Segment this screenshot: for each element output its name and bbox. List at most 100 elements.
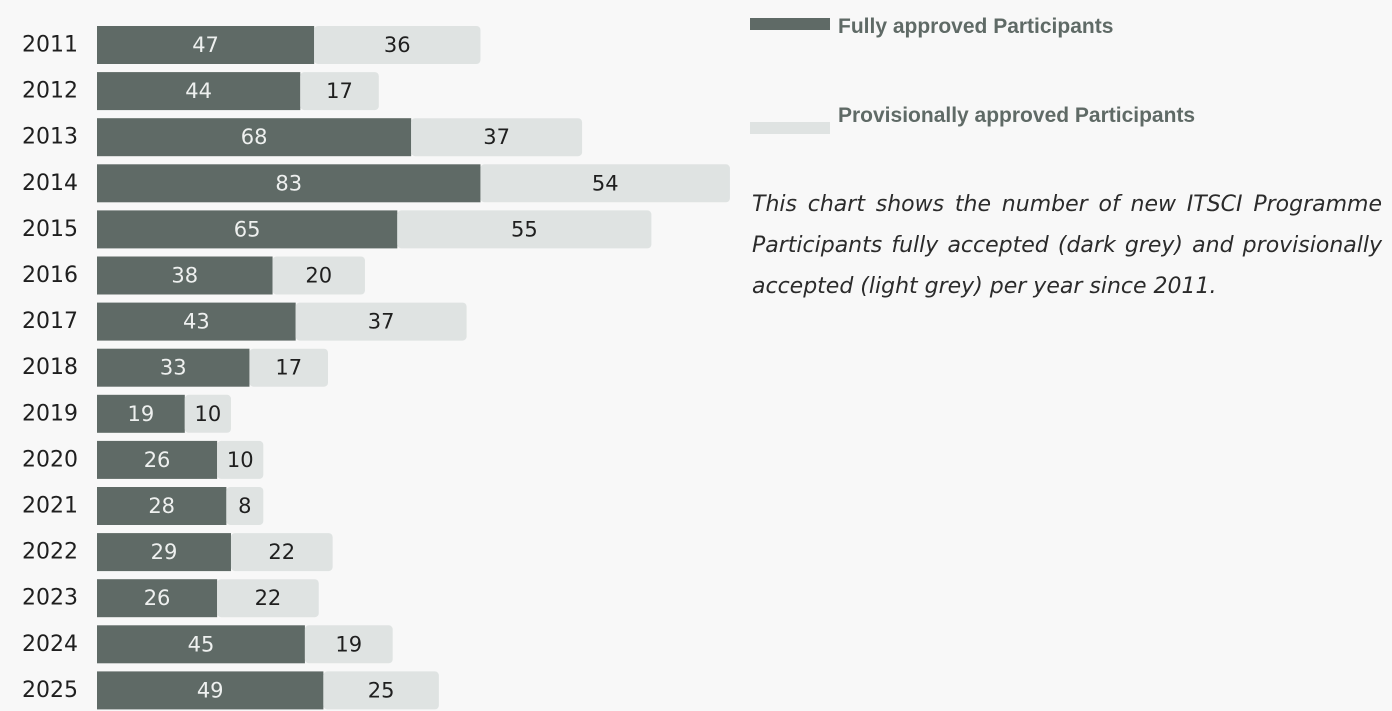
bar-row-2013: 2013 68 37	[22, 118, 583, 157]
legend-label-provisional: Provisionally approved Participants	[838, 104, 1196, 127]
bar-fully-2015	[97, 210, 398, 249]
year-label: 2025	[22, 678, 78, 703]
bar-row-2020: 2020 26 10	[22, 440, 264, 479]
bar-fully-2018	[97, 348, 250, 387]
bar-fully-2023	[97, 579, 218, 618]
bar-row-2011: 2011 47 36	[22, 26, 481, 64]
legend-swatch-provisional	[750, 122, 830, 134]
value-label-provisional: 37	[368, 310, 395, 334]
year-label: 2019	[22, 401, 78, 426]
bar-row-2015: 2015 65 55	[22, 210, 652, 249]
value-label-provisional: 19	[335, 632, 362, 656]
year-label: 2011	[22, 33, 78, 58]
bar-fully-2019	[97, 394, 185, 433]
bar-provisional-2020	[217, 440, 264, 479]
bar-fully-2021	[97, 487, 227, 525]
legend-swatch-fully	[750, 18, 830, 30]
bar-row-2018: 2018 33 17	[22, 348, 328, 387]
bar-provisional-2015	[397, 210, 652, 249]
value-label-provisional: 17	[275, 356, 302, 380]
year-label: 2018	[22, 355, 78, 380]
value-label-provisional: 55	[511, 217, 538, 241]
bar-row-2021: 2021 28 8	[22, 487, 264, 525]
bar-fully-2016	[97, 256, 273, 295]
bar-provisional-2025	[323, 671, 439, 710]
bar-provisional-2018	[249, 348, 328, 387]
bar-fully-2014	[97, 164, 481, 203]
value-label-fully: 44	[185, 79, 212, 103]
bar-provisional-2017	[295, 302, 467, 341]
value-label-fully: 28	[148, 494, 175, 518]
year-label: 2020	[22, 447, 78, 472]
chart-rows: 2011 47 36 2012 44 17 2013 68 37 2014 83 54 2015 65 55…	[22, 26, 730, 710]
bar-fully-2024	[97, 625, 305, 664]
value-label-provisional: 36	[384, 33, 411, 57]
legend-item-fully: Fully approved Participants	[750, 12, 1370, 56]
legend: Fully approved Participants Provisionall…	[750, 12, 1370, 134]
year-label: 2012	[22, 79, 78, 104]
bar-fully-2022	[97, 533, 231, 572]
value-label-provisional: 8	[238, 494, 251, 518]
bar-row-2017: 2017 43 37	[22, 302, 467, 341]
value-label-fully: 83	[275, 171, 302, 195]
bar-fully-2017	[97, 302, 296, 341]
value-label-provisional: 17	[326, 79, 353, 103]
bar-provisional-2014	[480, 164, 730, 203]
value-label-provisional: 25	[368, 678, 395, 702]
bar-provisional-2011	[314, 26, 481, 64]
bar-row-2023: 2023 26 22	[22, 579, 319, 618]
value-label-fully: 68	[241, 125, 268, 149]
year-label: 2021	[22, 494, 78, 519]
bar-row-2012: 2012 44 17	[22, 72, 379, 111]
value-label-fully: 29	[151, 540, 178, 564]
value-label-fully: 26	[144, 448, 171, 472]
value-label-provisional: 10	[227, 448, 254, 472]
year-label: 2024	[22, 632, 78, 657]
year-label: 2016	[22, 263, 78, 288]
year-label: 2013	[22, 125, 78, 150]
value-label-provisional: 10	[195, 402, 222, 426]
bar-provisional-2021	[226, 487, 264, 525]
value-label-fully: 43	[183, 310, 210, 334]
value-label-fully: 38	[171, 264, 198, 288]
bar-row-2024: 2024 45 19	[22, 625, 393, 664]
bar-fully-2020	[97, 440, 218, 479]
value-label-provisional: 22	[255, 586, 282, 610]
year-label: 2017	[22, 309, 78, 334]
bar-provisional-2022	[230, 533, 333, 572]
bar-row-2016: 2016 38 20	[22, 256, 365, 295]
value-label-provisional: 20	[305, 264, 332, 288]
value-label-provisional: 37	[483, 125, 510, 149]
value-label-fully: 45	[188, 632, 215, 656]
bar-provisional-2016	[272, 256, 365, 295]
bar-row-2025: 2025 49 25	[22, 671, 439, 710]
bar-row-2019: 2019 19 10	[22, 394, 231, 433]
bar-provisional-2012	[300, 72, 379, 111]
year-label: 2015	[22, 217, 78, 242]
value-label-fully: 65	[234, 217, 261, 241]
bar-fully-2012	[97, 72, 301, 111]
bar-row-2014: 2014 83 54	[22, 164, 730, 203]
value-label-provisional: 54	[592, 171, 619, 195]
bar-provisional-2024	[304, 625, 393, 664]
value-label-fully: 19	[128, 402, 155, 426]
value-label-fully: 26	[144, 586, 171, 610]
legend-item-provisional: Provisionally approved Participants	[750, 56, 1370, 134]
bar-row-2022: 2022 29 22	[22, 533, 333, 572]
bar-provisional-2019	[184, 394, 231, 433]
value-label-fully: 49	[197, 678, 224, 702]
bar-fully-2013	[97, 118, 412, 157]
value-label-fully: 33	[160, 356, 187, 380]
year-label: 2022	[22, 540, 78, 565]
year-label: 2014	[22, 171, 78, 196]
value-label-fully: 47	[192, 33, 219, 57]
stacked-bar-chart: 2011 47 36 2012 44 17 2013 68 37 2014 83 54 2015 65 55…	[22, 26, 730, 710]
bar-provisional-2013	[411, 118, 583, 157]
bar-provisional-2023	[217, 579, 319, 618]
chart-description: This chart shows the number of new ITSCI…	[752, 192, 1382, 299]
bar-fully-2025	[97, 671, 324, 710]
bar-fully-2011	[97, 26, 315, 64]
value-label-provisional: 22	[268, 540, 295, 564]
year-label: 2023	[22, 586, 78, 611]
legend-label-fully: Fully approved Participants	[838, 15, 1114, 38]
